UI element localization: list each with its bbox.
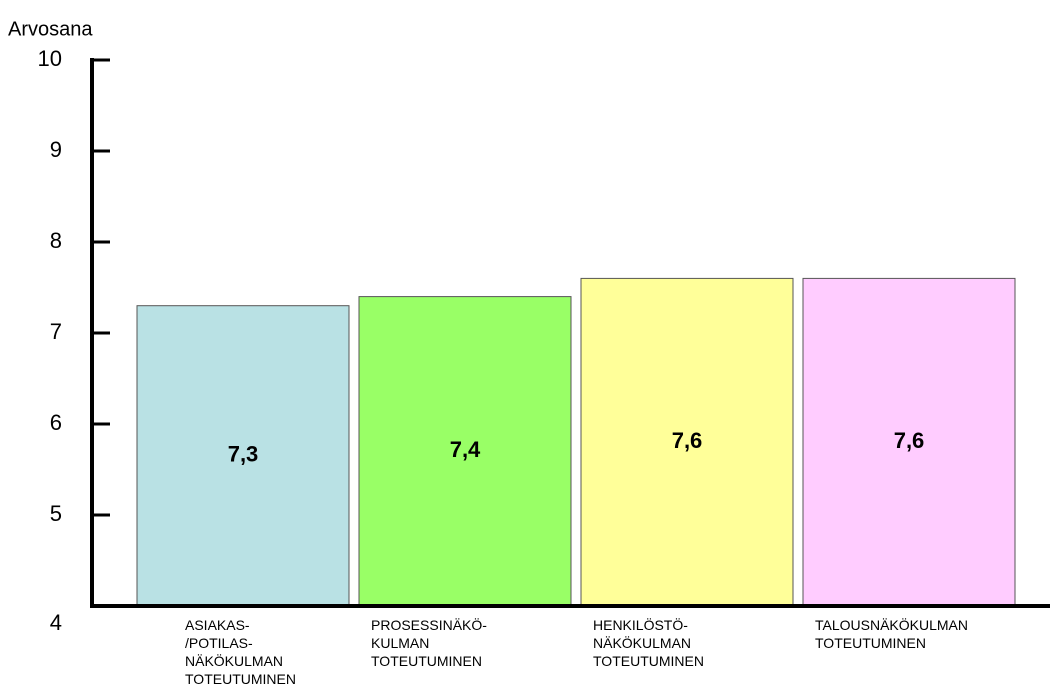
x-tick-label: PROSESSINÄKÖ- KULMAN TOTEUTUMINEN (371, 617, 487, 669)
y-tick-label: 8 (50, 228, 62, 253)
bar (802, 277, 1016, 607)
bar (358, 296, 572, 607)
y-tick-label: 6 (50, 410, 62, 435)
value-label: 7,3 (228, 442, 259, 467)
x-tick-label: TALOUSNÄKÖKULMAN TOTEUTUMINEN (815, 617, 968, 651)
y-tick-label: 7 (50, 319, 62, 344)
y-tick-label: 9 (50, 137, 62, 162)
bar (580, 277, 794, 607)
y-tick-label: 5 (50, 501, 62, 526)
y-axis-title: Arvosana (8, 18, 93, 40)
value-label: 7,6 (672, 428, 703, 453)
y-tick-label: 10 (38, 46, 62, 71)
x-tick-label: ASIAKAS- /POTILAS- NÄKÖKULMAN TOTEUTUMIN… (185, 617, 296, 687)
x-tick-label: HENKILÖSTÖ- NÄKÖKULMAN TOTEUTUMINEN (593, 617, 704, 669)
y-tick-label: 4 (50, 610, 62, 635)
value-label: 7,4 (450, 437, 481, 462)
value-label: 7,6 (894, 428, 925, 453)
